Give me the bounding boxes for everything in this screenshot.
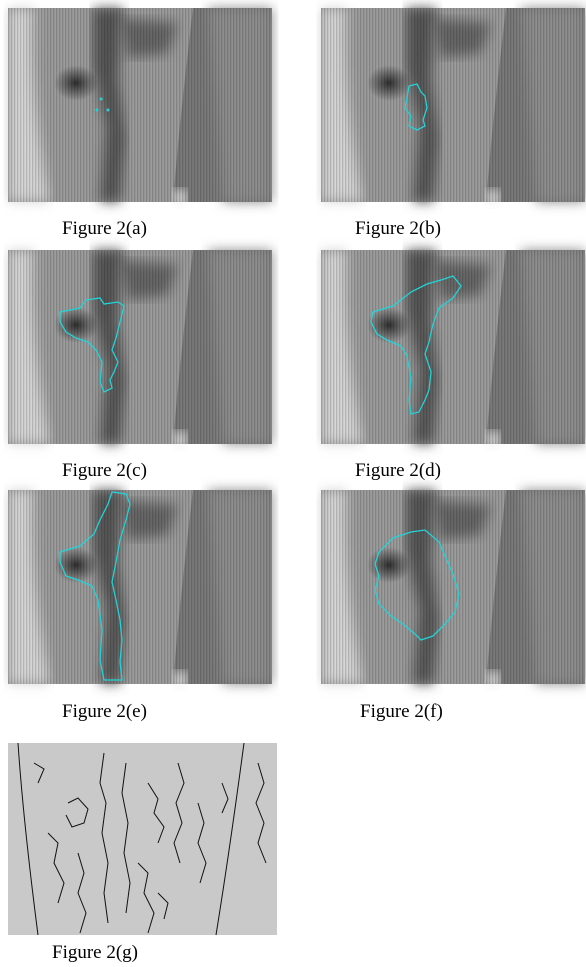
image-a <box>8 8 272 207</box>
image-e <box>8 490 272 689</box>
image-b <box>321 8 585 207</box>
caption: Figure 2(c) <box>62 460 147 481</box>
image-f <box>321 490 585 689</box>
caption: Figure 2(g) <box>52 942 138 963</box>
caption: Figure 2(b) <box>355 218 441 239</box>
image-c <box>8 250 272 449</box>
image-d <box>321 250 585 449</box>
page: Figure 2(a) Figure 2(b) Figure 2(c) Figu… <box>0 0 586 967</box>
caption: Figure 2(f) <box>360 701 443 722</box>
caption: Figure 2(d) <box>355 460 441 481</box>
figure-panel: Figure 2(a) Figure 2(b) Figure 2(c) Figu… <box>0 0 586 967</box>
caption: Figure 2(a) <box>62 218 147 239</box>
image-g <box>8 743 277 935</box>
caption: Figure 2(e) <box>62 701 147 722</box>
